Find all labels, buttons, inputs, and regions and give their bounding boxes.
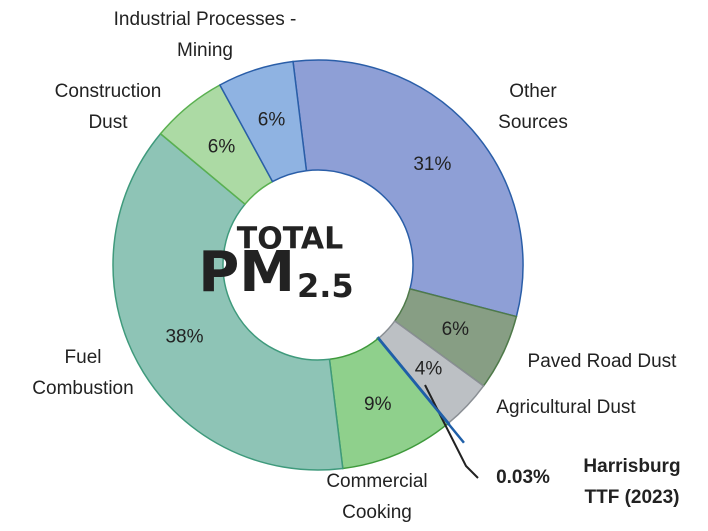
category-label: Commercial Cooking bbox=[326, 471, 427, 523]
value-label: 6% bbox=[208, 137, 236, 158]
label-line: Construction bbox=[55, 81, 162, 102]
category-label: Paved Road Dust bbox=[528, 351, 678, 372]
value-label: 31% bbox=[413, 154, 451, 175]
label-line: Combustion bbox=[32, 378, 133, 399]
label-line: Agricultural Dust bbox=[496, 397, 636, 418]
label-line: Industrial Processes - bbox=[114, 9, 297, 30]
category-label: Harrisburg TTF (2023) bbox=[583, 456, 680, 508]
value-label: 6% bbox=[442, 319, 470, 340]
slice bbox=[292, 59, 524, 318]
label-line: TTF (2023) bbox=[584, 487, 679, 508]
value-label: 0.03% bbox=[496, 467, 550, 488]
slice bbox=[218, 60, 308, 183]
label-line: Commercial bbox=[326, 471, 427, 492]
slice-line bbox=[377, 337, 465, 444]
slice bbox=[112, 132, 344, 471]
label-line: Mining bbox=[177, 40, 233, 61]
category-label: Other Sources bbox=[498, 81, 568, 133]
center-sub: 2.5 bbox=[297, 267, 354, 305]
value-label: 6% bbox=[258, 109, 286, 130]
center-label: PM bbox=[198, 240, 295, 305]
slices bbox=[112, 59, 524, 471]
category-label: Agricultural Dust bbox=[496, 397, 636, 418]
label-line: Cooking bbox=[342, 502, 412, 523]
category-label: Fuel Combustion bbox=[32, 347, 133, 399]
category-label: Industrial Processes - Mining bbox=[114, 9, 297, 61]
value-label: 38% bbox=[165, 327, 203, 348]
label-line: Other bbox=[509, 81, 557, 102]
label-line: Sources bbox=[498, 112, 568, 133]
label-line: Fuel bbox=[65, 347, 102, 368]
label-line: Harrisburg bbox=[583, 456, 680, 477]
label-line: Paved Road Dust bbox=[528, 351, 678, 372]
category-label: Construction Dust bbox=[55, 81, 162, 133]
label-line: Dust bbox=[88, 112, 128, 133]
value-label: 4% bbox=[415, 358, 443, 379]
value-label: 9% bbox=[364, 394, 392, 415]
center-title: TOTAL bbox=[237, 222, 343, 257]
